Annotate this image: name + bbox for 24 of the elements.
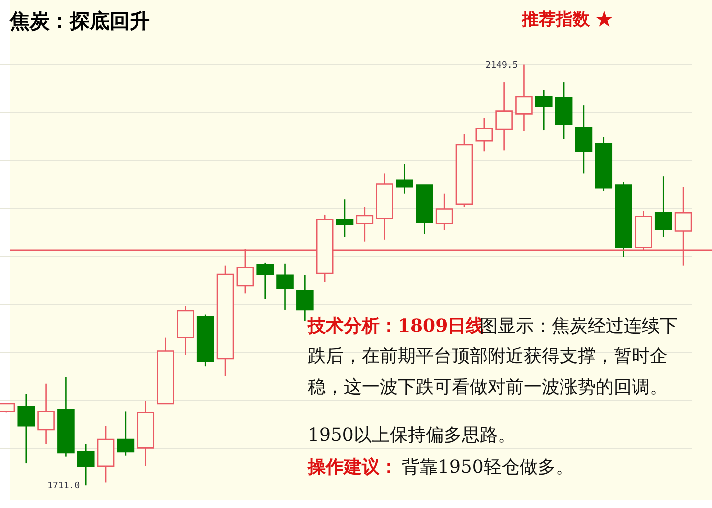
candlestick [117, 411, 135, 457]
candlestick [276, 263, 294, 311]
annotation: 跌后，在前期平台顶部附近获得支撑，暂时企 [308, 346, 668, 367]
candlestick [516, 64, 533, 132]
candlestick [496, 82, 513, 152]
annotation: 操作建议： [307, 457, 398, 478]
annotation: 背靠1950轻仓做多。 [402, 457, 574, 478]
annotation: 1711.0 [48, 482, 80, 492]
candlestick [356, 206, 374, 242]
candlestick [18, 394, 36, 464]
candlestick [336, 198, 354, 238]
text: 焦炭：探底回升 [9, 9, 150, 33]
candlestick [436, 193, 454, 231]
candlestick [535, 90, 553, 132]
candlestick [396, 163, 414, 195]
candlestick [476, 117, 494, 152]
candlestick [256, 262, 274, 300]
annotation: 1950以上保持偏多思路。 [308, 425, 516, 446]
candlestick [654, 176, 672, 238]
annotation: 2149.5 [486, 60, 518, 71]
annotation: 推荐指数 ★ [521, 10, 613, 30]
annotation: 稳，这一波下跌可看做对前一波涨势的回调。 [308, 377, 668, 398]
candlestick [38, 383, 55, 445]
candlestick [575, 104, 593, 174]
